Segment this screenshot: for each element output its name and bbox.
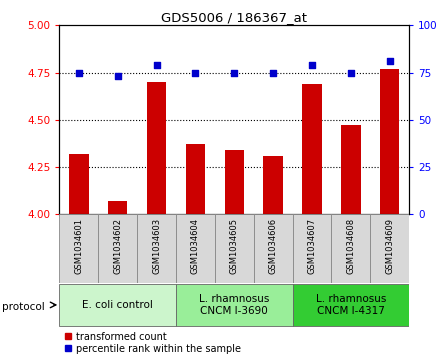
Point [114, 73, 121, 79]
Text: protocol: protocol [2, 302, 45, 312]
Bar [147, 82, 166, 214]
Point [386, 58, 393, 64]
Text: GSM1034603: GSM1034603 [152, 217, 161, 274]
Bar [302, 84, 322, 214]
Bar [215, 214, 254, 283]
Bar [59, 214, 98, 283]
Text: GSM1034605: GSM1034605 [230, 217, 239, 274]
Bar [331, 214, 370, 283]
Point [348, 70, 355, 76]
Point [75, 70, 82, 76]
Title: GDS5006 / 186367_at: GDS5006 / 186367_at [161, 11, 307, 24]
Bar [293, 284, 409, 326]
Point [231, 70, 238, 76]
Text: E. coli control: E. coli control [82, 300, 153, 310]
Text: GSM1034607: GSM1034607 [308, 217, 316, 274]
Bar [69, 154, 88, 214]
Bar [293, 214, 331, 283]
Bar [108, 201, 128, 214]
Bar [186, 144, 205, 214]
Point [308, 62, 315, 68]
Bar [380, 69, 400, 214]
Bar [176, 214, 215, 283]
Point [153, 62, 160, 68]
Text: GSM1034604: GSM1034604 [191, 217, 200, 274]
Bar [59, 284, 176, 326]
Bar [341, 126, 361, 214]
Legend: transformed count, percentile rank within the sample: transformed count, percentile rank withi… [64, 331, 241, 354]
Bar [176, 284, 293, 326]
Text: GSM1034601: GSM1034601 [74, 217, 83, 274]
Bar [224, 150, 244, 214]
Bar [98, 214, 137, 283]
Bar [264, 156, 283, 214]
Point [270, 70, 277, 76]
Point [192, 70, 199, 76]
Text: GSM1034606: GSM1034606 [269, 217, 278, 274]
Bar [137, 214, 176, 283]
Text: GSM1034602: GSM1034602 [113, 217, 122, 274]
Text: L. rhamnosus
CNCM I-4317: L. rhamnosus CNCM I-4317 [316, 294, 386, 316]
Bar [370, 214, 409, 283]
Bar [254, 214, 293, 283]
Text: L. rhamnosus
CNCM I-3690: L. rhamnosus CNCM I-3690 [199, 294, 269, 316]
Text: GSM1034608: GSM1034608 [346, 217, 356, 274]
Text: GSM1034609: GSM1034609 [385, 217, 394, 274]
